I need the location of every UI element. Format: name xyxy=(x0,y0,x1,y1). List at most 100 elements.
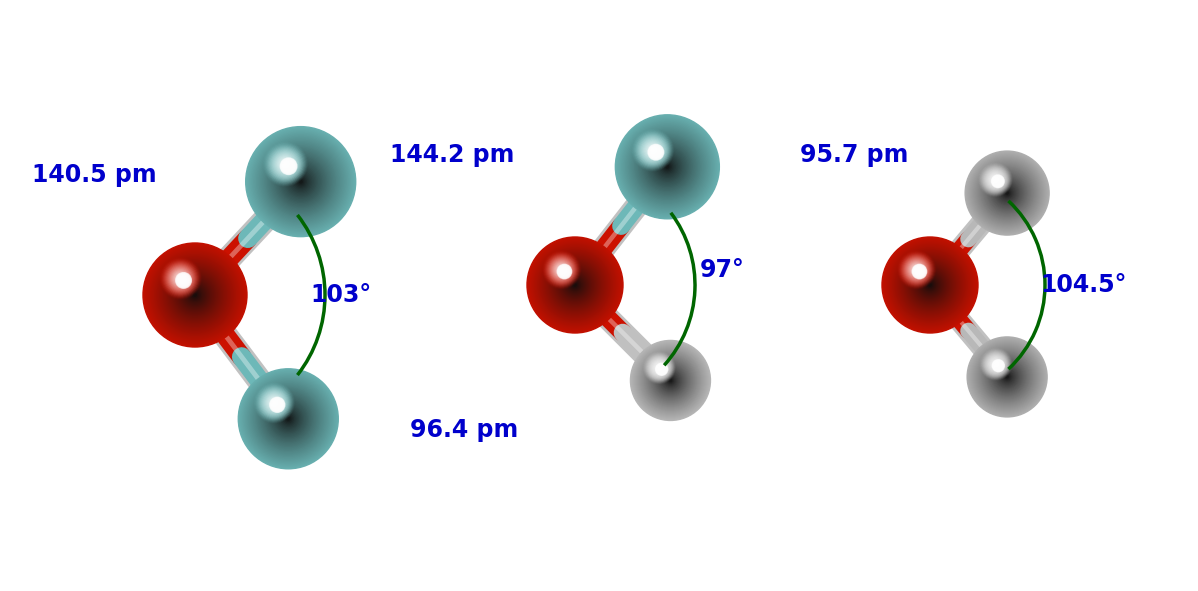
Circle shape xyxy=(993,361,1004,371)
Circle shape xyxy=(285,167,316,197)
Circle shape xyxy=(570,280,580,290)
Circle shape xyxy=(262,391,286,414)
Circle shape xyxy=(898,252,934,288)
Circle shape xyxy=(242,372,334,465)
Circle shape xyxy=(149,248,242,342)
Circle shape xyxy=(984,353,1031,401)
Circle shape xyxy=(162,261,229,329)
Circle shape xyxy=(645,141,661,159)
Circle shape xyxy=(658,158,677,176)
Circle shape xyxy=(973,158,1042,228)
Circle shape xyxy=(259,389,319,449)
Circle shape xyxy=(176,272,192,288)
Circle shape xyxy=(290,171,311,193)
Circle shape xyxy=(642,352,698,408)
Circle shape xyxy=(993,180,1021,207)
Circle shape xyxy=(283,164,319,200)
Circle shape xyxy=(975,161,1040,226)
Circle shape xyxy=(274,402,280,408)
Circle shape xyxy=(627,126,708,207)
Circle shape xyxy=(907,259,926,280)
Circle shape xyxy=(539,249,611,321)
Circle shape xyxy=(273,151,298,177)
Circle shape xyxy=(636,346,704,414)
Circle shape xyxy=(908,261,926,279)
Circle shape xyxy=(633,342,708,418)
Circle shape xyxy=(646,354,673,381)
Circle shape xyxy=(641,350,701,411)
Circle shape xyxy=(647,358,694,404)
Circle shape xyxy=(280,160,290,168)
Circle shape xyxy=(1002,188,1012,199)
Circle shape xyxy=(272,150,300,178)
Circle shape xyxy=(904,260,955,310)
Circle shape xyxy=(658,368,684,394)
Circle shape xyxy=(168,268,223,322)
Circle shape xyxy=(665,375,677,387)
Circle shape xyxy=(558,267,564,272)
Circle shape xyxy=(654,150,658,154)
Circle shape xyxy=(271,398,284,411)
Circle shape xyxy=(900,255,960,315)
Circle shape xyxy=(997,364,1000,367)
Circle shape xyxy=(291,172,310,191)
Circle shape xyxy=(910,266,949,304)
Circle shape xyxy=(640,139,695,194)
Circle shape xyxy=(179,275,188,285)
Circle shape xyxy=(996,365,1019,389)
Circle shape xyxy=(1004,190,1010,196)
Circle shape xyxy=(655,363,667,375)
Circle shape xyxy=(270,397,285,413)
Circle shape xyxy=(645,355,696,407)
Circle shape xyxy=(617,116,718,217)
Circle shape xyxy=(969,339,1045,415)
Circle shape xyxy=(981,167,1034,219)
Circle shape xyxy=(980,165,1034,220)
Circle shape xyxy=(919,274,940,296)
Circle shape xyxy=(161,259,200,298)
Circle shape xyxy=(651,147,661,157)
Circle shape xyxy=(987,171,1004,189)
Circle shape xyxy=(547,255,576,284)
Circle shape xyxy=(532,242,618,328)
Circle shape xyxy=(630,129,706,204)
Circle shape xyxy=(271,151,331,212)
Circle shape xyxy=(640,349,702,411)
Circle shape xyxy=(967,153,1047,233)
Circle shape xyxy=(978,347,1037,407)
Circle shape xyxy=(541,251,609,319)
Circle shape xyxy=(247,378,329,460)
Circle shape xyxy=(265,146,337,217)
Circle shape xyxy=(981,351,1033,403)
Circle shape xyxy=(272,402,304,435)
Circle shape xyxy=(643,353,697,407)
Circle shape xyxy=(151,251,240,339)
Circle shape xyxy=(655,151,657,153)
Circle shape xyxy=(893,248,967,322)
Circle shape xyxy=(996,363,1000,368)
Circle shape xyxy=(545,255,605,315)
Circle shape xyxy=(279,158,291,170)
Circle shape xyxy=(636,134,670,167)
Circle shape xyxy=(652,362,690,400)
Circle shape xyxy=(925,280,934,290)
Circle shape xyxy=(992,362,1022,392)
Circle shape xyxy=(256,387,321,452)
Circle shape xyxy=(557,265,565,274)
Circle shape xyxy=(559,268,563,272)
Circle shape xyxy=(982,168,1033,218)
Circle shape xyxy=(1005,191,1009,195)
Circle shape xyxy=(253,384,323,454)
Circle shape xyxy=(177,277,213,313)
Circle shape xyxy=(646,144,659,157)
Circle shape xyxy=(177,274,190,287)
Circle shape xyxy=(648,357,670,379)
Circle shape xyxy=(969,155,1045,231)
Circle shape xyxy=(990,358,1003,371)
Circle shape xyxy=(994,362,998,366)
Circle shape xyxy=(253,134,349,230)
Circle shape xyxy=(266,147,335,216)
Circle shape xyxy=(918,273,942,297)
Circle shape xyxy=(919,271,920,272)
Circle shape xyxy=(157,257,232,333)
